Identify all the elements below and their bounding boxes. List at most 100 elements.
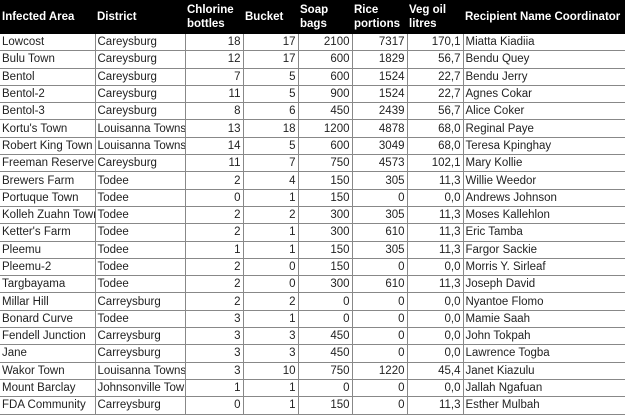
cell-district[interactable]: Todee [95, 258, 186, 277]
cell-veg-oil-litres[interactable]: 11,3 [407, 171, 464, 190]
cell-rice-portions[interactable]: 1524 [352, 68, 408, 86]
cell-infected-area[interactable]: Kolleh Zuahn Town [0, 206, 96, 225]
cell-bucket[interactable]: 4 [243, 171, 299, 190]
cell-veg-oil-litres[interactable]: 68,0 [407, 119, 464, 138]
cell-bucket[interactable]: 1 [243, 223, 299, 242]
cell-bucket[interactable]: 5 [243, 68, 299, 86]
cell-chlorine-bottles[interactable]: 2 [185, 223, 244, 242]
cell-district[interactable]: Carreysburg [95, 327, 186, 346]
cell-bucket[interactable]: 6 [243, 102, 299, 121]
cell-veg-oil-litres[interactable]: 11,3 [407, 396, 464, 415]
cell-bucket[interactable]: 17 [243, 50, 299, 69]
cell-chlorine-bottles[interactable]: 3 [185, 344, 244, 363]
cell-recipient-name[interactable]: Agnes Cokar [463, 85, 625, 104]
cell-recipient-name[interactable]: Jallah Ngafuan [463, 379, 625, 398]
cell-rice-portions[interactable]: 305 [352, 241, 408, 259]
cell-soap-bags[interactable]: 600 [298, 50, 353, 69]
cell-recipient-name[interactable]: Reginal Paye [463, 119, 625, 138]
cell-district[interactable]: Todee [95, 171, 186, 190]
cell-veg-oil-litres[interactable]: 56,7 [407, 102, 464, 121]
cell-veg-oil-litres[interactable]: 56,7 [407, 50, 464, 69]
cell-district[interactable]: Careysburg [95, 102, 186, 121]
cell-chlorine-bottles[interactable]: 0 [185, 189, 244, 207]
cell-chlorine-bottles[interactable]: 1 [185, 241, 244, 259]
cell-infected-area[interactable]: Freeman Reserve [0, 154, 96, 173]
cell-soap-bags[interactable]: 0 [298, 292, 353, 311]
cell-soap-bags[interactable]: 300 [298, 206, 353, 225]
cell-district[interactable]: Todee [95, 241, 186, 259]
cell-rice-portions[interactable]: 3049 [352, 137, 408, 156]
cell-recipient-name[interactable]: Miatta Kiadiia [463, 34, 625, 52]
cell-veg-oil-litres[interactable]: 0,0 [407, 327, 464, 346]
cell-chlorine-bottles[interactable]: 3 [185, 362, 244, 380]
cell-district[interactable]: Carreysburg [95, 292, 186, 311]
cell-rice-portions[interactable]: 7317 [352, 34, 408, 52]
cell-infected-area[interactable]: Brewers Farm [0, 171, 96, 190]
cell-recipient-name[interactable]: Willie Weedor [463, 171, 625, 190]
cell-bucket[interactable]: 1 [243, 379, 299, 398]
cell-chlorine-bottles[interactable]: 11 [185, 154, 244, 173]
cell-soap-bags[interactable]: 0 [298, 379, 353, 398]
cell-recipient-name[interactable]: Janet Kiazulu [463, 362, 625, 380]
cell-chlorine-bottles[interactable]: 11 [185, 85, 244, 104]
cell-soap-bags[interactable]: 150 [298, 171, 353, 190]
cell-veg-oil-litres[interactable]: 0,0 [407, 258, 464, 277]
cell-chlorine-bottles[interactable]: 3 [185, 310, 244, 329]
cell-bucket[interactable]: 1 [243, 189, 299, 207]
cell-soap-bags[interactable]: 450 [298, 327, 353, 346]
cell-bucket[interactable]: 18 [243, 119, 299, 138]
cell-rice-portions[interactable]: 305 [352, 171, 408, 190]
cell-chlorine-bottles[interactable]: 3 [185, 327, 244, 346]
cell-soap-bags[interactable]: 300 [298, 275, 353, 294]
cell-district[interactable]: Louisanna Towns [95, 362, 186, 380]
cell-recipient-name[interactable]: John Tokpah [463, 327, 625, 346]
cell-rice-portions[interactable]: 0 [352, 379, 408, 398]
cell-veg-oil-litres[interactable]: 22,7 [407, 68, 464, 86]
cell-chlorine-bottles[interactable]: 2 [185, 292, 244, 311]
cell-district[interactable]: Careysburg [95, 154, 186, 173]
cell-bucket[interactable]: 1 [243, 396, 299, 415]
cell-rice-portions[interactable]: 2439 [352, 102, 408, 121]
cell-soap-bags[interactable]: 750 [298, 154, 353, 173]
cell-recipient-name[interactable]: Joseph David [463, 275, 625, 294]
cell-bucket[interactable]: 3 [243, 344, 299, 363]
cell-rice-portions[interactable]: 0 [352, 189, 408, 207]
column-header-recipient-name[interactable]: Recipient Name Coordinator [463, 0, 625, 34]
cell-chlorine-bottles[interactable]: 14 [185, 137, 244, 156]
column-header-veg-oil-litres[interactable]: Veg oil litres [407, 0, 463, 34]
cell-soap-bags[interactable]: 600 [298, 137, 353, 156]
cell-rice-portions[interactable]: 0 [352, 310, 408, 329]
cell-recipient-name[interactable]: Moses Kallehlon [463, 206, 625, 225]
cell-infected-area[interactable]: Bulu Town [0, 50, 96, 69]
cell-bucket[interactable]: 7 [243, 154, 299, 173]
cell-district[interactable]: Carreysburg [95, 344, 186, 363]
cell-soap-bags[interactable]: 750 [298, 362, 353, 380]
cell-recipient-name[interactable]: Bendu Jerry [463, 68, 625, 86]
cell-rice-portions[interactable]: 0 [352, 327, 408, 346]
cell-district[interactable]: Johnsonville Town [95, 379, 186, 398]
cell-chlorine-bottles[interactable]: 12 [185, 50, 244, 69]
cell-rice-portions[interactable]: 610 [352, 223, 408, 242]
cell-soap-bags[interactable]: 1200 [298, 119, 353, 138]
cell-recipient-name[interactable]: Teresa Kpinghay [463, 137, 625, 156]
cell-soap-bags[interactable]: 150 [298, 241, 353, 259]
cell-recipient-name[interactable]: Morris Y. Sirleaf [463, 258, 625, 277]
cell-infected-area[interactable]: Mount Barclay [0, 379, 96, 398]
cell-chlorine-bottles[interactable]: 2 [185, 275, 244, 294]
cell-infected-area[interactable]: Bentol [0, 68, 96, 86]
cell-rice-portions[interactable]: 305 [352, 206, 408, 225]
column-header-district[interactable]: District [95, 0, 185, 34]
cell-soap-bags[interactable]: 450 [298, 102, 353, 121]
cell-rice-portions[interactable]: 0 [352, 396, 408, 415]
cell-infected-area[interactable]: Millar Hill [0, 292, 96, 311]
cell-bucket[interactable]: 1 [243, 310, 299, 329]
cell-infected-area[interactable]: FDA Community [0, 396, 96, 415]
cell-chlorine-bottles[interactable]: 7 [185, 68, 244, 86]
cell-bucket[interactable]: 0 [243, 258, 299, 277]
cell-district[interactable]: Todee [95, 189, 186, 207]
cell-bucket[interactable]: 0 [243, 275, 299, 294]
cell-bucket[interactable]: 5 [243, 85, 299, 104]
cell-infected-area[interactable]: Robert King Town [0, 137, 96, 156]
cell-rice-portions[interactable]: 0 [352, 344, 408, 363]
cell-bucket[interactable]: 1 [243, 241, 299, 259]
